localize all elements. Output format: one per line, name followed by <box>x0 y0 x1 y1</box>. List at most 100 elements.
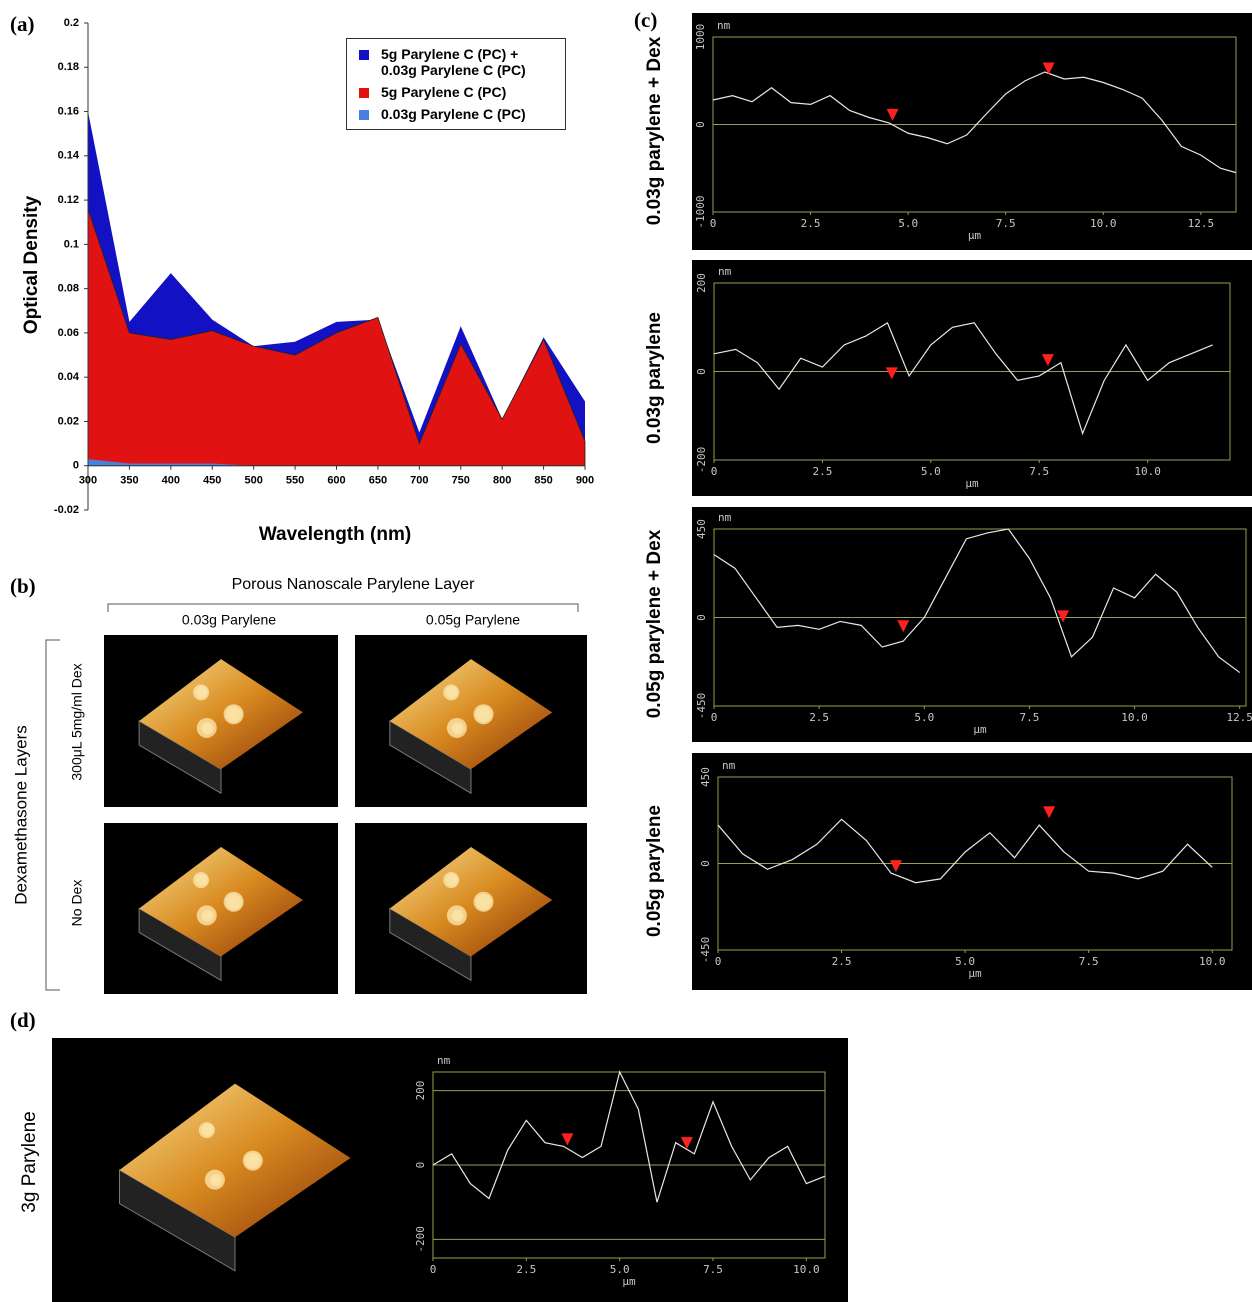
afm-grain <box>198 688 206 696</box>
y-tick-label: -200 <box>695 447 708 474</box>
x-tick-label: 900 <box>576 475 594 487</box>
rows-title: Dexamethasone Layers <box>11 725 30 905</box>
x-tick-label: 10.0 <box>793 1263 820 1276</box>
x-tick-label: 0 <box>715 955 722 968</box>
afm-grain <box>476 706 492 722</box>
x-tick-label: 300 <box>79 475 97 487</box>
panel-title: Porous Nanoscale Parylene Layer <box>232 576 475 593</box>
y-tick-label: -0.02 <box>54 504 79 516</box>
y-tick-label: -1000 <box>694 195 707 228</box>
legend-label: 5g Parylene C (PC) <box>381 84 506 100</box>
y-tick-label: 0.08 <box>58 283 79 295</box>
afm-grain <box>448 876 456 884</box>
legend-item: 5g Parylene C (PC) <box>347 81 565 103</box>
x-tick-label: 550 <box>286 475 304 487</box>
afm-grain <box>476 894 492 910</box>
figure: (a) (b) (c) (d) Porous Nanoscale Parylen… <box>0 0 1252 1302</box>
x-tick-label: 2.5 <box>832 955 852 968</box>
y-tick-label: 200 <box>414 1081 427 1101</box>
row-label: No Dex <box>69 880 85 927</box>
x-tick-label: 12.5 <box>1226 711 1252 724</box>
legend-swatch <box>359 88 369 98</box>
y-tick-label: 0.1 <box>64 238 79 250</box>
x-tick-label: 500 <box>244 475 262 487</box>
legend-item: 0.03g Parylene C (PC) <box>347 103 565 125</box>
y-tick-label: 0 <box>695 368 708 375</box>
x-axis-title: Wavelength (nm) <box>259 524 411 545</box>
afm-grain <box>447 718 467 738</box>
x-tick-label: 12.5 <box>1188 217 1215 230</box>
afm-grain <box>198 876 206 884</box>
x-tick-label: 5.0 <box>921 465 941 478</box>
x-tick-label: 0 <box>711 711 718 724</box>
y-tick-label: 0.12 <box>58 194 79 206</box>
x-tick-label: 10.0 <box>1090 217 1117 230</box>
afm-grain <box>197 905 217 925</box>
profile-background <box>692 507 1252 742</box>
y-tick-label: 0 <box>699 860 712 867</box>
panel-label: (a) <box>10 12 35 36</box>
y-tick-label: 0 <box>694 121 707 128</box>
y-tick-label: -200 <box>414 1226 427 1253</box>
x-tick-label: 7.5 <box>996 217 1016 230</box>
legend-swatch <box>359 50 369 60</box>
bracket <box>46 640 60 990</box>
afm-grain <box>448 688 456 696</box>
x-tick-label: 600 <box>327 475 345 487</box>
column-label: 0.05g Parylene <box>426 612 520 628</box>
afm-grain <box>205 1126 213 1134</box>
x-unit: μm <box>968 967 982 980</box>
x-tick-label: 850 <box>534 475 552 487</box>
row-label: 0.03g parylene + Dex <box>644 36 665 225</box>
legend-item: 5g Parylene C (PC) + 0.03g Parylene C (P… <box>347 43 565 81</box>
y-tick-label: 0.14 <box>58 150 80 162</box>
y-tick-label: 0.06 <box>58 327 79 339</box>
x-tick-label: 10.0 <box>1134 465 1161 478</box>
x-tick-label: 10.0 <box>1121 711 1148 724</box>
afm-grain <box>197 718 217 738</box>
x-tick-label: 2.5 <box>801 217 821 230</box>
x-tick-label: 0 <box>710 217 717 230</box>
x-unit: μm <box>968 229 982 242</box>
x-tick-label: 0 <box>711 465 718 478</box>
profile-background <box>692 260 1252 496</box>
x-tick-label: 5.0 <box>898 217 918 230</box>
x-unit: μm <box>965 477 979 490</box>
y-unit: nm <box>437 1054 451 1067</box>
x-tick-label: 2.5 <box>812 465 832 478</box>
x-tick-label: 7.5 <box>1019 711 1039 724</box>
y-tick-label: 1000 <box>694 24 707 51</box>
x-tick-label: 650 <box>369 475 387 487</box>
y-tick-label: 450 <box>695 519 708 539</box>
afm-grain <box>447 905 467 925</box>
y-tick-label: 0.18 <box>58 61 79 73</box>
x-tick-label: 2.5 <box>809 711 829 724</box>
x-tick-label: 750 <box>452 475 470 487</box>
row-label: 0.03g parylene <box>644 312 665 444</box>
afm-grain <box>205 1170 225 1190</box>
profile-background <box>692 13 1252 250</box>
row-label: 300μL 5mg/ml Dex <box>69 663 85 780</box>
x-tick-label: 700 <box>410 475 428 487</box>
x-tick-label: 2.5 <box>516 1263 536 1276</box>
y-tick-label: 0.02 <box>58 415 79 427</box>
y-tick-label: 450 <box>699 767 712 787</box>
panel-label: (b) <box>10 574 36 598</box>
x-tick-label: 7.5 <box>1029 465 1049 478</box>
y-tick-label: 0 <box>414 1162 427 1169</box>
y-tick-label: 200 <box>695 273 708 293</box>
y-axis-title: Optical Density <box>21 195 42 334</box>
y-tick-label: 0.2 <box>64 17 79 29</box>
x-tick-label: 450 <box>203 475 221 487</box>
y-tick-label: 0 <box>695 614 708 621</box>
row-label: 3g Parylene <box>19 1111 40 1212</box>
x-tick-label: 350 <box>120 475 138 487</box>
legend-label: 5g Parylene C (PC) + 0.03g Parylene C (P… <box>381 46 557 78</box>
y-unit: nm <box>718 511 732 524</box>
row-label: 0.05g parylene <box>644 805 665 937</box>
x-tick-label: 0 <box>430 1263 437 1276</box>
afm-grain <box>226 706 242 722</box>
y-tick-label: -450 <box>699 937 712 964</box>
afm-grain <box>245 1153 261 1169</box>
row-label: 0.05g parylene + Dex <box>644 529 665 718</box>
